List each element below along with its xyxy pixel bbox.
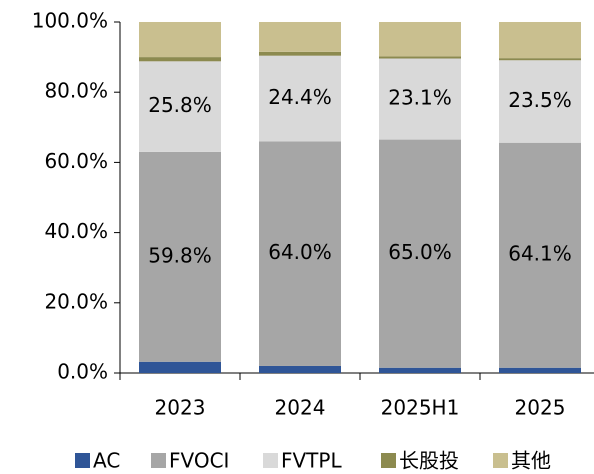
data-label: 64.1% xyxy=(508,242,572,266)
y-tick-label: 60.0% xyxy=(44,149,108,173)
data-label: 23.1% xyxy=(388,86,452,110)
y-tick-label: 20.0% xyxy=(44,289,108,313)
legend-label: 其他 xyxy=(511,449,551,473)
bar-segment xyxy=(139,57,221,62)
legend-swatch xyxy=(151,453,166,468)
data-label: 25.8% xyxy=(148,93,212,117)
bar-segment xyxy=(259,141,341,366)
bar-segment xyxy=(259,51,341,56)
legend-label: 长股投 xyxy=(399,449,459,473)
x-tick-label: 2025H1 xyxy=(381,396,460,420)
legend-swatch xyxy=(493,453,508,468)
x-tick-label: 2023 xyxy=(155,396,206,420)
bar-segment xyxy=(259,55,341,142)
bar-segment xyxy=(499,22,581,59)
bar-segment xyxy=(379,56,461,59)
x-tick-label: 2024 xyxy=(275,396,326,420)
y-tick-label: 100.0% xyxy=(32,9,108,33)
data-label: 24.4% xyxy=(268,85,332,109)
y-tick-label: 40.0% xyxy=(44,219,108,243)
legend-swatch xyxy=(263,453,278,468)
data-label: 23.5% xyxy=(508,88,572,112)
bar-segment xyxy=(379,139,461,368)
y-tick-label: 80.0% xyxy=(44,79,108,103)
bar-segment xyxy=(499,58,581,61)
bar-segment xyxy=(499,367,581,373)
bar-segment xyxy=(499,142,581,368)
bar-segment xyxy=(259,365,341,373)
x-tick-label: 2025 xyxy=(515,396,566,420)
legend-label: AC xyxy=(93,449,120,473)
legend-label: FVTPL xyxy=(281,449,342,473)
bar-segment xyxy=(379,58,461,140)
y-tick-label: 0.0% xyxy=(57,360,108,384)
bar-segment xyxy=(139,22,221,58)
data-label: 65.0% xyxy=(388,240,452,264)
legend-swatch xyxy=(381,453,396,468)
bar-segment xyxy=(379,367,461,373)
data-label: 59.8% xyxy=(148,243,212,267)
bar-segment xyxy=(139,151,221,362)
bar-segment xyxy=(499,60,581,143)
legend-swatch xyxy=(75,453,90,468)
bar-segment xyxy=(139,61,221,152)
bar-segment xyxy=(139,361,221,373)
legend-label: FVOCI xyxy=(169,449,229,473)
bar-segment xyxy=(379,22,461,57)
data-label: 64.0% xyxy=(268,240,332,264)
bar-segment xyxy=(259,22,341,52)
